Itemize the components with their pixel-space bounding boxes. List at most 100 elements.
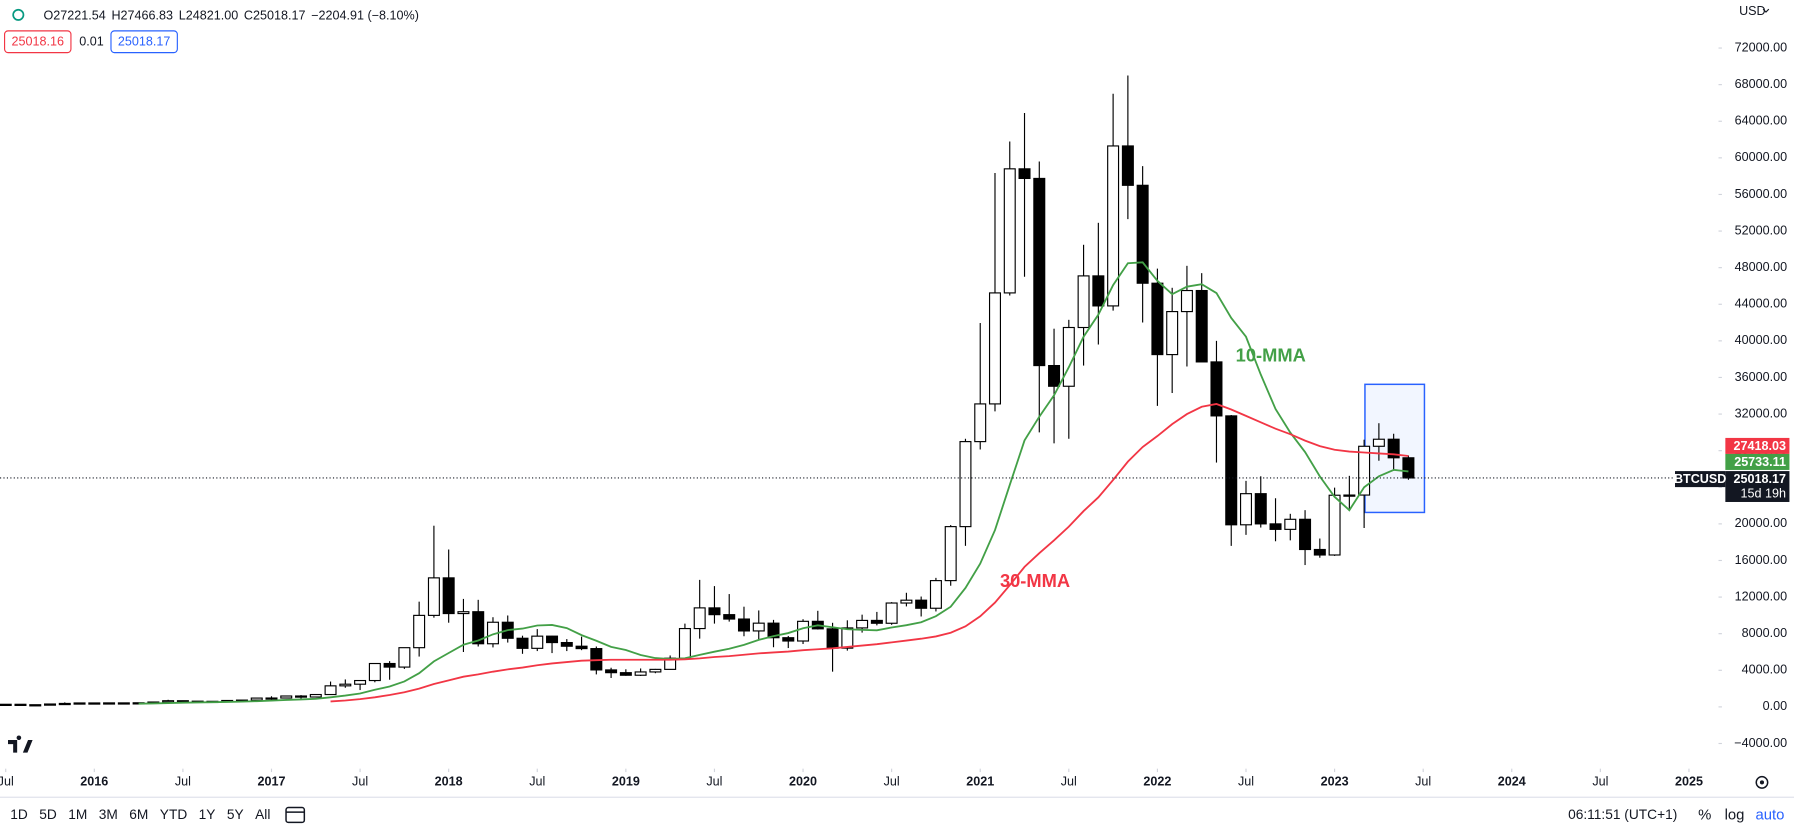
x-tick-label: 2020	[789, 775, 817, 789]
currency-menu[interactable]: USD	[1739, 4, 1766, 18]
y-tick-label: 32000.00	[1735, 406, 1787, 420]
x-tick-label: 2016	[80, 775, 108, 789]
candle-body	[900, 599, 913, 604]
candle-body	[29, 704, 42, 707]
price-label-box	[1725, 437, 1790, 454]
candle-body	[339, 683, 352, 687]
range-button[interactable]: All	[255, 807, 270, 822]
candle-body	[413, 614, 426, 649]
candle-body	[1151, 282, 1164, 356]
candle-body	[959, 441, 972, 528]
axes: −4000.00 0.00 4000.00 8000.00 12000.00 16000.…	[0, 40, 1790, 789]
y-tick-label: 16000.00	[1735, 553, 1787, 567]
y-tick-label: 44000.00	[1735, 297, 1787, 311]
candle-body	[1018, 168, 1031, 180]
candle-body	[708, 607, 721, 616]
candle-body	[472, 611, 485, 645]
x-tick-label: Jul	[884, 775, 900, 789]
x-tick-label: 2023	[1321, 775, 1349, 789]
log-toggle[interactable]: log	[1725, 807, 1745, 823]
candle-body	[58, 702, 71, 706]
x-tick-label: Jul	[706, 775, 722, 789]
candle-body	[693, 607, 706, 630]
settings-gear[interactable]	[1755, 775, 1769, 789]
auto-toggle[interactable]: auto	[1756, 807, 1785, 823]
y-tick-label: 20000.00	[1735, 516, 1787, 530]
y-tick-label: 4000.00	[1742, 663, 1787, 677]
y-tick-label: 68000.00	[1735, 77, 1787, 91]
settings-gear-center	[1759, 780, 1765, 785]
y-tick-label: −4000.00	[1734, 736, 1787, 750]
candle-body	[782, 637, 795, 642]
range-button[interactable]: 5D	[39, 807, 57, 822]
y-tick-label: 56000.00	[1735, 187, 1787, 201]
moving-average-line	[330, 403, 1409, 703]
y-tick-label: 12000.00	[1735, 589, 1787, 603]
candle-body	[280, 695, 293, 699]
candle-body	[1402, 457, 1415, 479]
candle-body	[856, 619, 869, 629]
candle-body	[162, 700, 175, 703]
ohlc-value: H27466.83	[111, 8, 173, 22]
range-button[interactable]: 3M	[99, 807, 118, 822]
candle-body	[383, 662, 396, 668]
candle-body	[1121, 145, 1134, 186]
x-tick-label: 2022	[1143, 775, 1171, 789]
candle-body	[1284, 518, 1297, 530]
moving-average-line	[138, 261, 1409, 705]
range-button[interactable]: 6M	[129, 807, 148, 822]
candle-body	[103, 702, 116, 705]
percent-toggle[interactable]: %	[1698, 807, 1711, 823]
x-tick-label: 2018	[435, 775, 463, 789]
candle-body	[457, 611, 470, 615]
tradingview-logo[interactable]	[8, 735, 33, 753]
candle-body	[1077, 275, 1090, 329]
symbol-box	[1675, 471, 1726, 488]
range-button[interactable]: 1M	[68, 807, 87, 822]
ohlc-value: O27221.54	[43, 8, 105, 22]
candle-body	[1239, 493, 1253, 526]
y-tick-label: 40000.00	[1735, 333, 1787, 347]
candle-body	[1387, 438, 1400, 459]
candle-body	[870, 619, 883, 624]
y-tick-label: 48000.00	[1735, 260, 1787, 274]
ohlc-legend: O27221.54 H27466.83 L24821.00 C25018.17 −220…	[43, 8, 418, 22]
date-range-icon[interactable]	[285, 806, 306, 824]
range-button[interactable]: YTD	[160, 807, 188, 822]
candle-body	[752, 622, 765, 632]
candle-body	[885, 602, 898, 624]
candle-body	[737, 618, 750, 632]
plot: 10-MMA 30-MMA	[0, 75, 1719, 707]
y-tick-label: 0.00	[1763, 699, 1787, 713]
candle-body	[1343, 494, 1356, 497]
candle-body	[368, 662, 381, 682]
candle-body	[1358, 445, 1371, 496]
candle-body	[398, 647, 411, 668]
bid-price: 25018.16	[12, 35, 64, 49]
ask-box[interactable]	[110, 30, 178, 54]
status-dot	[12, 8, 25, 21]
clock[interactable]: 06:11:51 (UTC+1)	[1568, 807, 1677, 822]
range-button[interactable]: 1D	[10, 807, 28, 822]
candle-body	[988, 292, 1001, 405]
candle-body	[1136, 184, 1149, 284]
symbol-label: BTCUSD	[1674, 472, 1726, 486]
x-tick-label: Jul	[529, 775, 545, 789]
candle-body	[1210, 361, 1223, 417]
series-annotation: 30-MMA	[1000, 570, 1070, 591]
bid-box[interactable]	[4, 30, 72, 54]
candle-body	[826, 628, 839, 649]
x-tick-label: Jul	[0, 775, 14, 789]
candle-body	[442, 577, 455, 615]
candle-body	[767, 622, 780, 639]
range-button[interactable]: 1Y	[199, 807, 216, 822]
spread: 0.01	[79, 35, 103, 49]
x-tick-label: 2024	[1498, 775, 1526, 789]
candle-body	[531, 635, 544, 649]
candle-body	[117, 702, 130, 705]
candle-body	[295, 695, 308, 698]
range-button[interactable]: 5Y	[227, 807, 244, 822]
candle-body	[974, 403, 987, 443]
candle-body	[619, 672, 632, 676]
